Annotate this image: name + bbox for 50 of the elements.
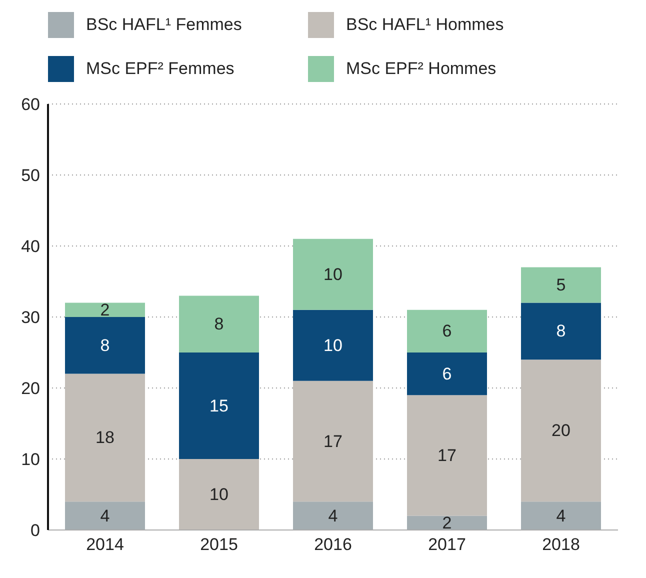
data-label: 2 — [100, 300, 110, 320]
data-label: 18 — [96, 428, 114, 448]
data-label: 10 — [324, 336, 342, 355]
data-label: 20 — [552, 421, 570, 440]
data-label: 6 — [442, 364, 452, 384]
bar — [65, 374, 145, 502]
bar — [65, 302, 145, 317]
y-tick-label: 10 — [21, 450, 40, 470]
y-tick-label: 30 — [21, 308, 40, 328]
data-label: 17 — [438, 446, 456, 465]
bar — [407, 352, 487, 396]
data-label: 6 — [442, 322, 452, 341]
data-label: 5 — [556, 276, 566, 295]
data-label: 10 — [324, 264, 342, 284]
x-tick-label: 2017 — [428, 535, 466, 554]
bar — [407, 395, 487, 516]
legend-label: MSc EPF² Hommes — [346, 59, 496, 79]
y-tick-label: 20 — [21, 379, 40, 398]
legend-label: BSc HAFL¹ Femmes — [86, 15, 242, 35]
bar — [293, 238, 373, 310]
bar — [179, 459, 259, 530]
x-tick-label: 2018 — [542, 535, 580, 554]
x-tick-label: 2016 — [314, 535, 352, 554]
data-label: 8 — [556, 322, 566, 341]
data-label: 4 — [100, 506, 110, 526]
data-label: 4 — [556, 506, 566, 526]
x-tick-label: 2014 — [86, 535, 124, 554]
bar — [407, 310, 487, 352]
bar — [293, 380, 373, 502]
bar — [521, 267, 601, 303]
bar — [521, 302, 601, 360]
bar — [293, 310, 373, 381]
bar — [521, 360, 601, 502]
data-label: 10 — [210, 485, 228, 504]
x-tick-label: 2015 — [200, 535, 238, 554]
bar — [179, 296, 259, 352]
data-label: 17 — [324, 432, 342, 451]
legend-label: MSc EPF² Femmes — [86, 59, 234, 79]
legend-label: BSc HAFL¹ Hommes — [346, 15, 504, 35]
data-label: 8 — [214, 314, 224, 334]
y-tick-label: 40 — [21, 237, 40, 256]
y-tick-label: 50 — [21, 166, 40, 186]
data-label: 8 — [100, 336, 110, 355]
bar — [179, 352, 259, 459]
bar — [65, 317, 145, 374]
data-label: 2 — [442, 513, 452, 532]
y-tick-label: 0 — [30, 521, 40, 540]
y-tick-label: 60 — [21, 95, 40, 114]
data-label: 4 — [328, 506, 338, 526]
data-label: 15 — [210, 396, 228, 416]
